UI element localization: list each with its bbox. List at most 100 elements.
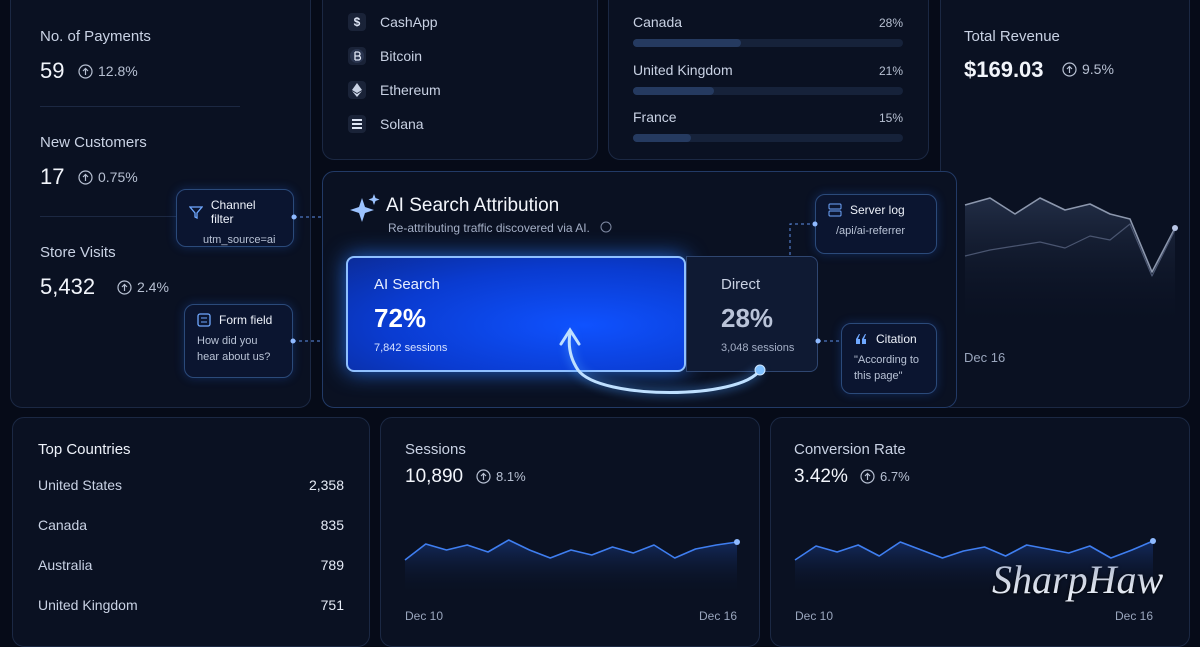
up-icon [78, 63, 93, 79]
sessions-end: Dec 16 [699, 609, 738, 623]
callout-text: How did you hear about us? [197, 335, 271, 363]
country-name: Canada [633, 14, 683, 30]
payment-icon [348, 47, 366, 65]
country-count: 2,358 [308, 477, 344, 493]
country-name: United Kingdom [633, 62, 733, 78]
up-icon [78, 169, 93, 185]
sessions-panel [380, 417, 760, 647]
divider [40, 216, 240, 217]
metric-change: 0.75% [78, 169, 138, 185]
icon [352, 83, 362, 97]
direct-sessions: 3,048 sessions [721, 342, 795, 354]
icon [352, 119, 362, 129]
conversion-change: 6.7% [860, 469, 910, 484]
revenue-change: 9.5% [1062, 61, 1114, 77]
callout-title: Citation [876, 332, 917, 346]
ai-share: 72% [374, 303, 427, 333]
share-track [633, 134, 903, 142]
payment-icon: $ [348, 13, 366, 31]
ai-search-card [346, 256, 686, 372]
filter-icon [189, 206, 203, 219]
callout: Form field How did you hear about us? [184, 304, 293, 378]
share-bar [633, 87, 715, 95]
metric-value: 17 [40, 164, 65, 189]
payment-method: Ethereum [380, 82, 441, 98]
change-text: 2.4% [137, 279, 169, 295]
top-countries-title: Top Countries [38, 441, 131, 458]
callout-text: utm_source=ai [203, 234, 276, 246]
callout-title: Form field [219, 313, 273, 327]
metric-label: New Customers [40, 134, 147, 151]
up-icon [1062, 61, 1077, 77]
quote-icon [856, 334, 866, 344]
up-icon [860, 469, 875, 484]
attribution-title: AI Search Attribution [386, 195, 560, 216]
metric-change: 12.8% [78, 63, 138, 79]
direct-label: Direct [721, 276, 761, 293]
share-track [633, 39, 903, 47]
divider [40, 106, 240, 107]
conversion-label: Conversion Rate [794, 441, 906, 458]
callout-text: /api/ai-referrer [836, 225, 906, 237]
conversion-value: 3.42% [794, 466, 848, 487]
country-share-panel [608, 0, 929, 160]
sessions-start: Dec 10 [405, 609, 444, 623]
revenue-label: Total Revenue [964, 28, 1060, 45]
payment-method: Solana [380, 116, 424, 132]
payments-panel [322, 0, 598, 160]
country-count: 751 [320, 597, 344, 613]
change-text: 0.75% [98, 169, 138, 185]
change-text: 12.8% [98, 63, 138, 79]
callout: Channel filter utm_source=ai [176, 189, 294, 247]
up-icon [117, 279, 132, 295]
share-bar [633, 134, 691, 142]
conversion-end: Dec 16 [1115, 609, 1154, 623]
page: No. of Payments 59 12.8% New Customers 17 0.7… [10, 0, 1190, 647]
sessions-value: 10,890 [405, 466, 464, 487]
sessions-change: 8.1% [476, 469, 526, 484]
icon [350, 49, 364, 63]
change-text: 8.1% [496, 469, 526, 484]
server-icon [828, 203, 842, 217]
metric-change: 2.4% [117, 279, 169, 295]
conversion-panel [770, 417, 1190, 647]
payment-icon [348, 81, 366, 99]
metric-value: 59 [40, 58, 65, 83]
direct-share: 28% [721, 303, 774, 333]
metric-value: 5,432 [40, 274, 96, 299]
country-share-label: 21% [878, 64, 903, 78]
country-name: United States [38, 477, 123, 493]
up-icon [476, 469, 491, 484]
metric-label: No. of Payments [40, 28, 151, 45]
payment-method: CashApp [380, 14, 438, 30]
country-count: 789 [320, 557, 344, 573]
callout: Server log/api/ai-referrer [815, 194, 937, 254]
share-track [633, 87, 903, 95]
icon: $ [354, 15, 361, 29]
callout-title: Channel filter [210, 198, 256, 226]
revenue-date: Dec 16 [964, 350, 1006, 365]
country-name: Australia [38, 557, 93, 573]
conversion-start: Dec 10 [795, 609, 834, 623]
country-share-label: 15% [878, 111, 903, 125]
country-share-label: 28% [878, 16, 903, 30]
attribution-subtitle: Re-attributing traffic discovered via AI… [388, 221, 590, 235]
sessions-label: Sessions [405, 441, 466, 458]
payment-method: Bitcoin [380, 48, 423, 64]
form-icon [197, 313, 211, 327]
payment-icon [348, 115, 366, 133]
callout: Citation "According to this page" [841, 323, 937, 394]
country-name: Canada [38, 517, 88, 533]
revenue-value: $169.03 [964, 57, 1044, 82]
callout-title: Server log [850, 203, 905, 217]
metric-label: Store Visits [40, 244, 116, 261]
top-countries-panel [12, 417, 370, 647]
dollar-glyph: $ [354, 15, 361, 29]
country-count: 835 [320, 517, 344, 533]
watermark: SharpHaw [992, 557, 1164, 602]
change-text: 6.7% [880, 469, 910, 484]
change-text: 9.5% [1082, 61, 1114, 77]
callout-text: "According to this page" [854, 354, 920, 382]
country-name: France [633, 109, 677, 125]
ai-label: AI Search [374, 276, 440, 293]
